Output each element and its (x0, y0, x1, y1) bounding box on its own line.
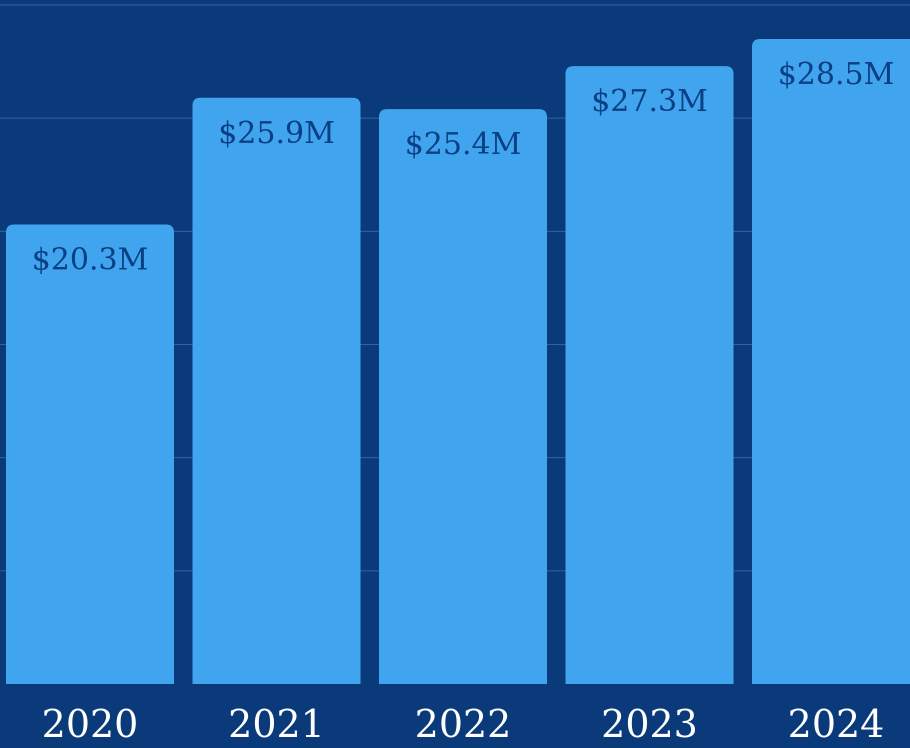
x-tick-label-2024: 2024 (788, 702, 885, 746)
data-label-2023: $27.3M (591, 84, 708, 119)
bars (6, 38, 910, 685)
bar-2023 (565, 66, 734, 685)
x-tick-label-2021: 2021 (228, 702, 325, 746)
x-tick-label-2020: 2020 (42, 702, 139, 746)
bar-2021 (192, 97, 361, 684)
bar-2022 (379, 109, 547, 684)
data-label-2022: $25.4M (405, 127, 522, 162)
data-label-2021: $25.9M (218, 116, 335, 151)
x-tick-label-2023: 2023 (601, 702, 698, 746)
data-label-2020: $20.3M (32, 243, 149, 278)
bar-2020 (6, 224, 174, 684)
bar-2024 (752, 38, 910, 684)
x-tick-label-2022: 2022 (415, 702, 512, 746)
data-labels: $20.3M $25.9M $25.4M $27.3M $28.5M (32, 57, 895, 278)
x-axis-ticks: 2020 2021 2022 2023 2024 (42, 702, 885, 746)
data-label-2024: $28.5M (778, 57, 895, 92)
